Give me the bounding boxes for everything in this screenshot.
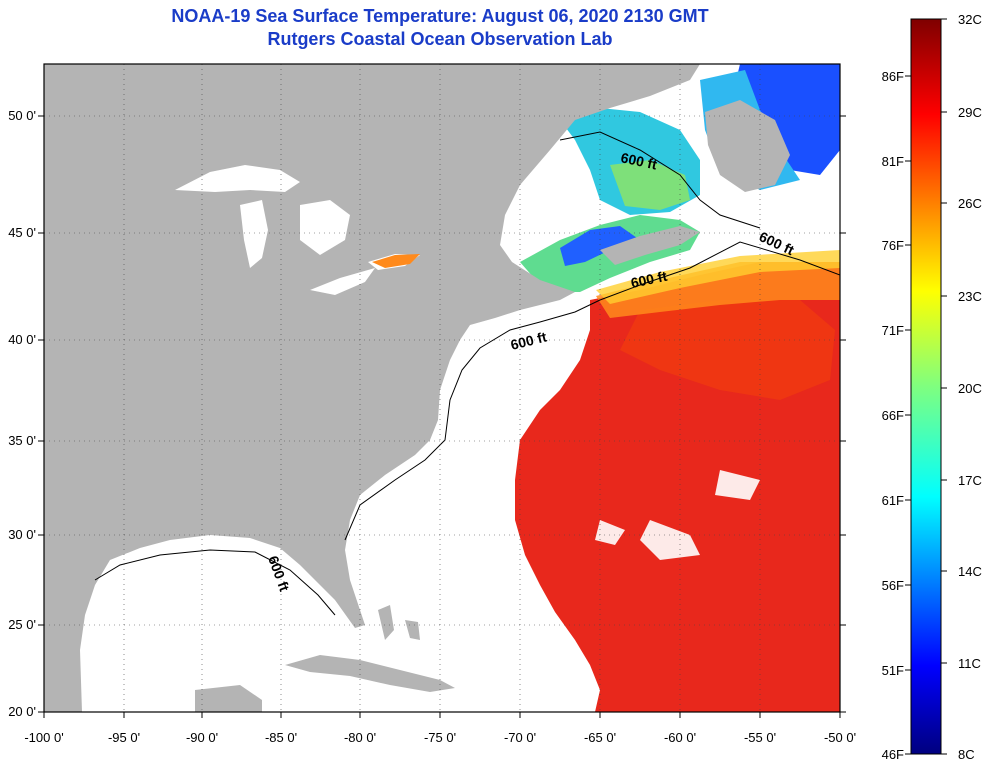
lon-label: -80 0' — [344, 730, 376, 745]
land-bahamas — [378, 605, 420, 640]
fahrenheit-label: 56F — [882, 578, 904, 593]
lon-label: -90 0' — [186, 730, 218, 745]
celsius-label: 32C — [958, 12, 982, 27]
lon-label: -65 0' — [584, 730, 616, 745]
celsius-label: 26C — [958, 196, 982, 211]
colorbar — [910, 18, 942, 755]
fahrenheit-label: 76F — [882, 238, 904, 253]
colorbar-labels: 32C 29C 26C 23C 20C 17C 14C 11C 8C 86F 81F 76F 71F 66… — [882, 12, 982, 762]
lon-label: -100 0' — [24, 730, 63, 745]
lat-label: 30 0' — [8, 527, 36, 542]
lat-label: 40 0' — [8, 332, 36, 347]
lake-ontario-sst — [372, 254, 420, 268]
contour-600ft — [94, 241, 840, 616]
land-yucatan — [195, 685, 262, 712]
sst-hot-patches — [620, 300, 835, 400]
lake-superior — [175, 165, 300, 192]
lon-label: -70 0' — [504, 730, 536, 745]
fahrenheit-label: 81F — [882, 154, 904, 169]
sst-cloud-gaps — [595, 470, 760, 560]
land-newfoundland — [705, 100, 790, 192]
sst-green-gulf — [610, 160, 690, 210]
lat-label: 50 0' — [8, 108, 36, 123]
lat-label: 35 0' — [8, 433, 36, 448]
lon-label: -55 0' — [744, 730, 776, 745]
lat-label: 45 0' — [8, 225, 36, 240]
lon-label: -75 0' — [424, 730, 456, 745]
fahrenheit-label: 86F — [882, 69, 904, 84]
lat-label: 25 0' — [8, 617, 36, 632]
longitude-labels: -100 0' -95 0' -90 0' -85 0' -80 0' -75 0' -70… — [24, 712, 856, 745]
celsius-label: 14C — [958, 564, 982, 579]
fahrenheit-label: 46F — [882, 747, 904, 762]
celsius-label: 11C — [958, 656, 981, 671]
fahrenheit-label: 71F — [882, 323, 904, 338]
celsius-label: 20C — [958, 381, 982, 396]
chart-title: NOAA-19 Sea Surface Temperature: August … — [171, 6, 709, 26]
lon-label: -60 0' — [664, 730, 696, 745]
celsius-label: 29C — [958, 105, 982, 120]
latitude-labels: 50 0' 45 0' 40 0' 35 0' 30 0' 25 0' 20 0' — [8, 108, 846, 719]
celsius-label: 17C — [958, 473, 982, 488]
land-nova-scotia — [600, 226, 700, 265]
lat-label: 20 0' — [8, 704, 36, 719]
lon-label: -85 0' — [265, 730, 297, 745]
sst-blue-coast — [560, 226, 640, 266]
contour-label-1: 600 ft — [619, 149, 658, 172]
fahrenheit-label: 61F — [882, 493, 904, 508]
contour-label-3: 600 ft — [629, 268, 668, 291]
sst-orange-band — [596, 262, 840, 318]
map-frame — [43, 63, 841, 713]
land-north-america — [44, 64, 700, 712]
fahrenheit-label: 66F — [882, 408, 904, 423]
land-cuba — [285, 655, 455, 692]
lon-label: -95 0' — [108, 730, 140, 745]
lake-michigan-huron — [240, 200, 350, 268]
celsius-label: 8C — [958, 747, 975, 762]
celsius-label: 23C — [958, 289, 982, 304]
sst-yellow-band — [596, 250, 840, 304]
lon-label: -50 0' — [824, 730, 856, 745]
graticule — [44, 64, 840, 712]
chart-subtitle: Rutgers Coastal Ocean Observation Lab — [267, 29, 613, 49]
fahrenheit-label: 51F — [882, 663, 904, 678]
sst-labrador-blue — [735, 64, 840, 175]
